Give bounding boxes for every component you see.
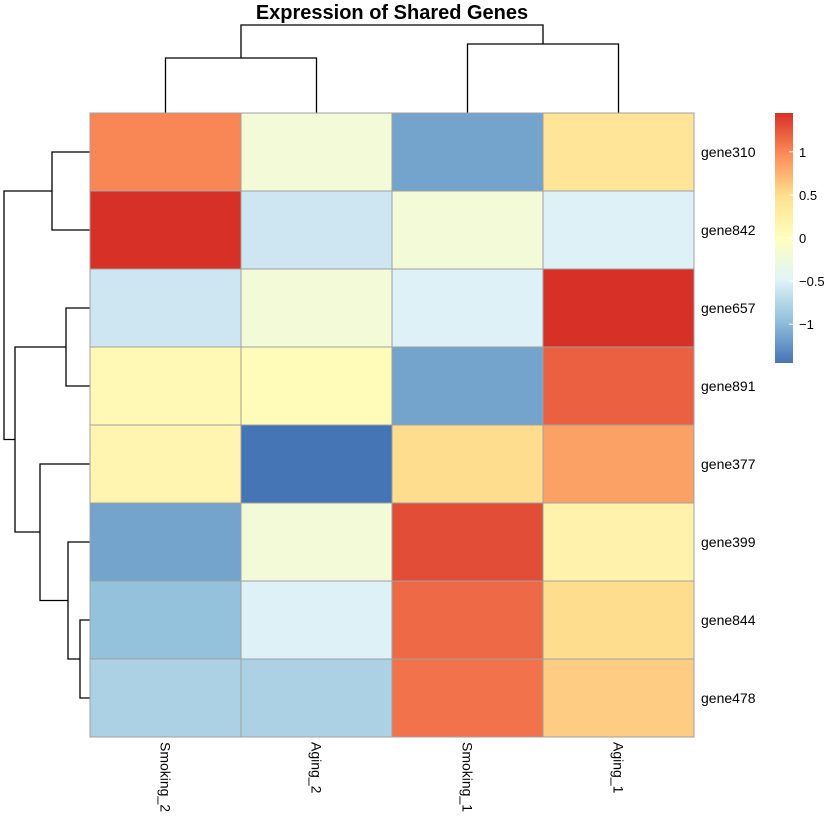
heatmap-cell	[391, 112, 544, 192]
legend-color-bar	[775, 113, 793, 363]
heatmap-cell	[391, 502, 544, 582]
heatmap-cell	[391, 268, 544, 348]
heatmap-cell	[240, 580, 393, 660]
row-label: gene478	[701, 690, 756, 706]
heatmap-cell	[542, 346, 695, 426]
heatmap-cell	[240, 268, 393, 348]
heatmap-cell	[89, 346, 242, 426]
legend-tick-label: 0	[799, 231, 806, 246]
heatmap-cell	[391, 190, 544, 270]
column-label: Aging_2	[309, 742, 325, 794]
heatmap-cell	[391, 346, 544, 426]
heatmap-cells	[89, 112, 695, 738]
column-label: Aging_1	[611, 742, 627, 794]
heatmap-cell	[89, 268, 242, 348]
dendrogram-branch	[51, 151, 90, 231]
legend-tick-label: 1	[799, 145, 806, 160]
dendrogram-branch	[65, 307, 90, 387]
heatmap-cell	[542, 268, 695, 348]
row-dendrogram	[3, 151, 90, 699]
heatmap-cell	[542, 112, 695, 192]
heatmap-cell	[240, 658, 393, 738]
dendrogram-branch	[466, 43, 620, 113]
row-label: gene842	[701, 222, 756, 238]
heatmap-cell	[89, 580, 242, 660]
heatmap-cell	[542, 424, 695, 504]
row-label: gene891	[701, 378, 756, 394]
legend-tick-label: −1	[799, 317, 814, 332]
row-label: gene399	[701, 534, 756, 550]
heatmap-cell	[89, 424, 242, 504]
heatmap-cell	[391, 580, 544, 660]
color-legend: 1 0.5 0 −0.5 −1	[775, 113, 825, 363]
row-label: gene657	[701, 300, 756, 316]
row-label: gene310	[701, 144, 756, 160]
column-dendrogram	[164, 24, 620, 113]
chart-title: Expression of Shared Genes	[256, 2, 528, 24]
row-labels: gene310 gene842 gene657 gene891 gene377 gene3…	[701, 144, 756, 706]
heatmap-cell	[542, 658, 695, 738]
heatmap-cell	[240, 112, 393, 192]
dendrogram-branch	[3, 190, 52, 441]
dendrogram-branch	[240, 24, 544, 58]
dendrogram-branch	[79, 619, 90, 699]
dendrogram-branch	[39, 463, 90, 602]
row-label: gene844	[701, 612, 756, 628]
heatmap-cell	[542, 502, 695, 582]
heatmap-cell	[240, 346, 393, 426]
dendrogram-branch	[164, 57, 318, 113]
heatmap-cell	[89, 112, 242, 192]
heatmap-cell	[240, 424, 393, 504]
heatmap-cell	[542, 190, 695, 270]
column-labels: Smoking_2 Aging_2 Smoking_1 Aging_1	[158, 742, 627, 812]
legend-tick-label: −0.5	[799, 274, 825, 289]
heatmap-cell	[89, 190, 242, 270]
row-label: gene377	[701, 456, 756, 472]
column-label: Smoking_1	[460, 742, 476, 812]
heatmap-cell	[542, 580, 695, 660]
heatmap-cell	[89, 502, 242, 582]
heatmap-cell	[391, 658, 544, 738]
column-label: Smoking_2	[158, 742, 174, 812]
heatmap-cell	[391, 424, 544, 504]
heatmap-cell	[240, 190, 393, 270]
legend-tick-label: 0.5	[799, 188, 817, 203]
heatmap-cell	[240, 502, 393, 582]
heatmap-cell	[89, 658, 242, 738]
dendrogram-branch	[67, 541, 90, 660]
